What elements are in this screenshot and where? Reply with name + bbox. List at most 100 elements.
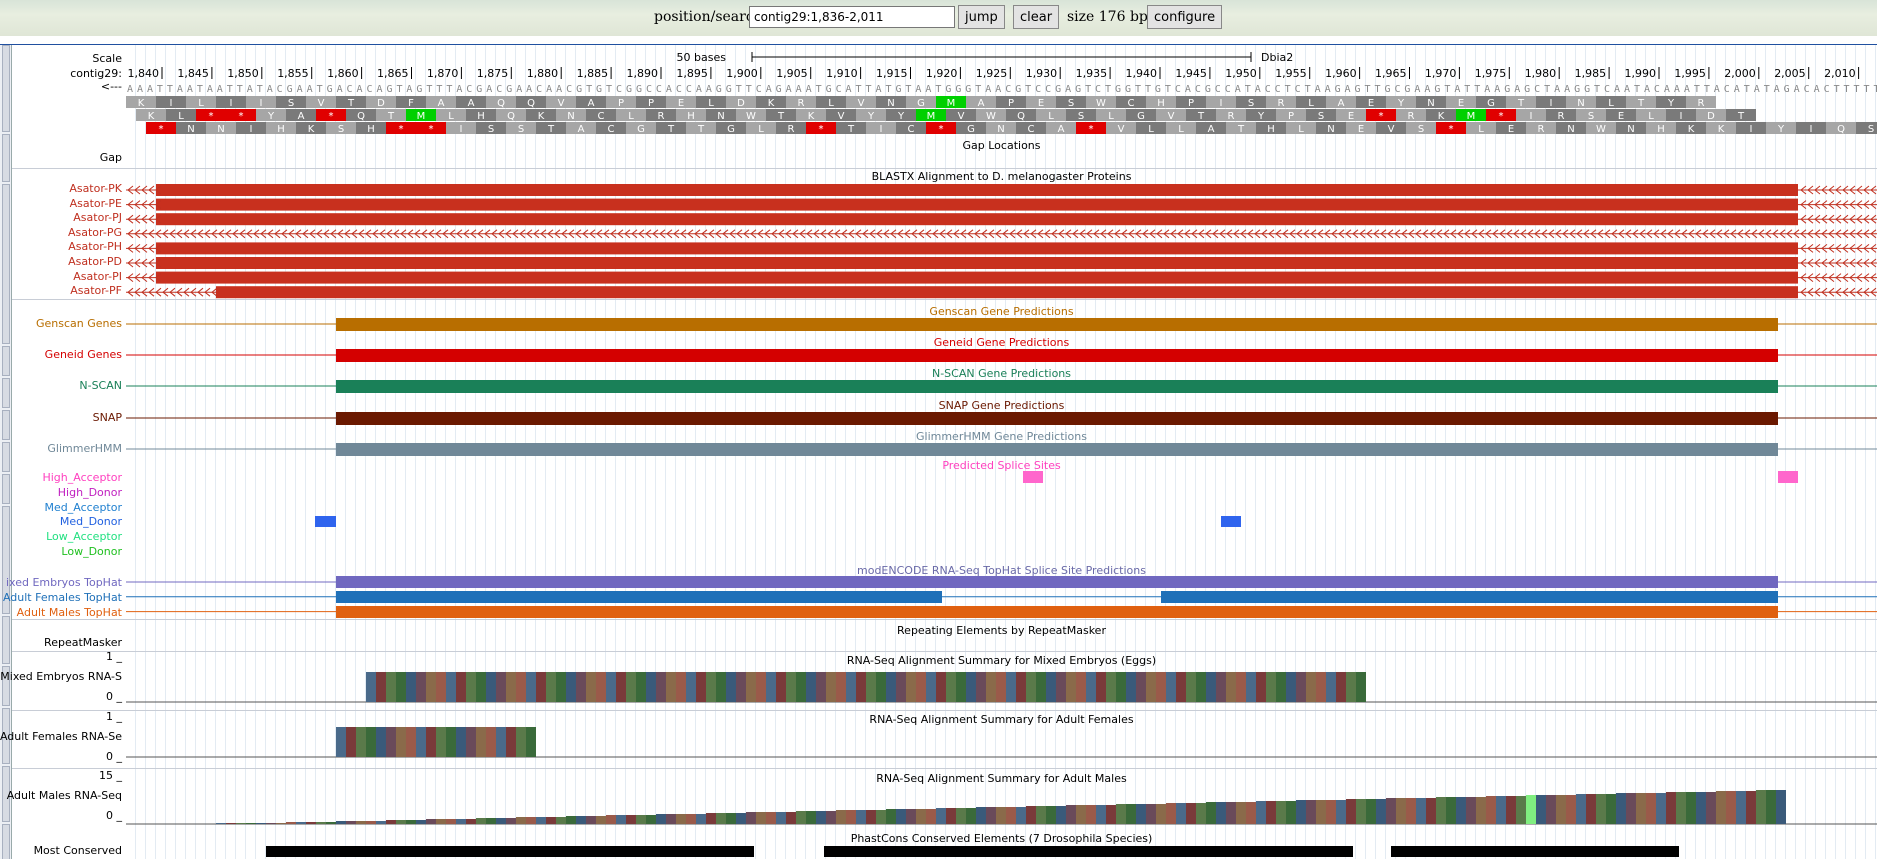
blastx-item-label[interactable]: Asator-PE [69,196,122,210]
codon-box [486,96,516,108]
snap-gene-model[interactable] [126,410,1877,426]
rna-males-coverage[interactable] [126,780,1877,828]
assembly-label: Dbia2 [1261,51,1293,64]
strand-arrow [1835,258,1842,268]
coverage-bar [1206,672,1216,702]
blastx-item-label[interactable]: Asator-PJ [73,211,122,225]
jump-button[interactable]: jump [958,5,1005,29]
phastcons-elements[interactable] [126,845,1877,859]
splice-item-label[interactable]: Low_Donor [61,545,122,558]
tophat-track-button[interactable] [2,616,10,664]
base-letter: T [1844,84,1850,95]
blastx-item-label[interactable]: Asator-PD [68,255,122,268]
rna-embryos-track-button[interactable] [2,708,10,764]
snap-track-label[interactable]: SNAP [92,410,122,424]
base-letter: A [786,84,792,95]
coverage-bar [1656,793,1666,824]
rna-females-label[interactable]: Adult Females RNA-Se [0,730,122,743]
coverage-bar [1186,803,1196,824]
splice-site-features[interactable] [126,469,1877,559]
codon-box [886,109,916,121]
tophat-item-label[interactable]: ixed Embryos TopHat [6,576,122,589]
codon-letter: M [1467,111,1476,122]
snap-track-button[interactable] [2,442,10,472]
blastx-alignments[interactable] [126,180,1877,299]
nscan-track-button[interactable] [2,410,10,440]
genscan-gene-model[interactable] [126,316,1877,332]
rna-males-label[interactable]: Adult Males RNA-Seq [6,789,122,802]
rna-males-track-button[interactable] [2,824,10,859]
nscan-gene-model[interactable] [126,378,1877,394]
tophat-item-label[interactable]: Adult Males TopHat [16,605,122,619]
geneid-track-label[interactable]: Geneid Genes [44,348,122,362]
genscan-track-button[interactable] [2,346,10,376]
strand-arrow [659,229,666,239]
blastx-item-label[interactable]: Asator-PI [73,269,122,283]
coverage-bar [1056,806,1066,824]
gap-track-label[interactable]: Gap [99,151,122,164]
ruler-track-button[interactable] [2,45,10,132]
strand-arrow [904,229,911,239]
ruler-tick-label: 1,870 [427,67,459,80]
tophat-features[interactable] [126,575,1877,620]
strand-arrow [1548,229,1555,239]
strand-arrow [1373,229,1380,239]
splice-item-label[interactable]: High_Acceptor [42,471,122,484]
blastx-item-label[interactable]: Asator-PH [68,240,122,254]
codon-box [1476,96,1506,108]
codon-letter: L [1148,124,1154,135]
base-letter: A [985,84,991,95]
clear-button[interactable]: clear [1013,5,1060,29]
repeat-track-button[interactable] [2,666,10,706]
codon-box [396,96,426,108]
rna-embryos-label[interactable]: Mixed Embryos RNA-S [0,670,122,683]
codon-box [676,109,706,121]
rna-females-coverage[interactable] [126,723,1877,763]
strand-arrow [1835,214,1842,224]
splice-item-label[interactable]: Low_Acceptor [46,530,122,544]
position-search-input[interactable] [749,6,955,28]
repeat-track-title: Repeating Elements by RepeatMasker [897,624,1106,637]
glimmer-gene-model[interactable] [126,441,1877,457]
tophat-item-label[interactable]: Adult Females TopHat [2,590,122,604]
strand-arrow [995,229,1002,239]
splice-item-label[interactable]: Med_Donor [59,515,122,529]
nscan-track-label[interactable]: N-SCAN [79,379,122,393]
blastx-item-label[interactable]: Asator-PF [70,284,122,298]
ruler-tick-label: 1,930 [1026,67,1058,80]
strand-arrow [218,229,225,239]
strand-arrow [435,229,442,239]
configure-button[interactable]: configure [1147,5,1223,29]
base-ruler[interactable]: 1,840 1,845 1,850 1,855 1,860 1,865 1,870 1,875… [126,45,1877,135]
blastx-item-label[interactable]: Asator-PG [68,225,122,239]
splice-item-label[interactable]: Med_Acceptor [44,500,122,514]
geneid-track-button[interactable] [2,378,10,408]
genscan-track-label[interactable]: Genscan Genes [35,317,122,330]
codon-letter: R [1538,124,1545,135]
splice-item-label[interactable]: High_Donor [57,485,122,499]
geneid-gene-model[interactable] [126,347,1877,363]
strand-arrow [498,229,505,239]
rna-females-track-button[interactable] [2,766,10,822]
strand-arrow [183,229,190,239]
repeat-track-label[interactable]: RepeatMasker [44,636,122,649]
codon-box [536,122,566,134]
strand-arrow [1233,229,1240,239]
codon-box [1456,109,1486,121]
strand-arrow [736,229,743,239]
base-letter: C [686,84,692,95]
strand-arrow [141,258,148,268]
splice-track-button[interactable] [2,506,10,614]
strand-arrow [1835,229,1842,239]
base-letter: G [576,84,582,95]
phastcons-label[interactable]: Most Conserved [33,844,122,857]
blastx-track-button[interactable] [2,184,10,344]
blastx-item-label[interactable]: Asator-PK [69,182,122,195]
codon-box [1546,109,1576,121]
base-letter: T [1085,84,1091,95]
gap-track-button[interactable] [2,134,10,182]
glimmer-track-button[interactable] [2,474,10,504]
coverage-bar [336,727,346,757]
glimmer-track-label[interactable]: GlimmerHMM [47,441,122,455]
rna-embryos-coverage[interactable] [126,666,1877,706]
